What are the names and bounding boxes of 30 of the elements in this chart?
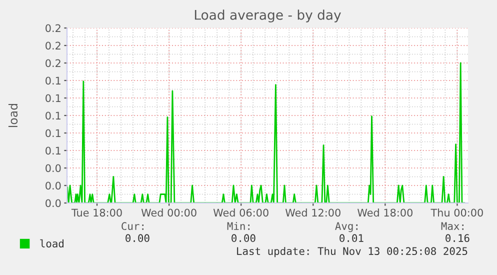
y-tick-label: 0.2 [46,59,60,68]
text: Cur: [122,222,144,230]
y-tick-label: 0.1 [46,146,60,155]
chart-title: Load average - by day [194,10,341,22]
x-tick-label: Thu 00:00 [430,208,483,217]
text: Last update: Thu Nov 13 00:25:08 2025 [237,246,468,258]
text: 0.00 [126,234,150,242]
x-tick-label: Wed 00:00 [141,208,196,217]
text: 0.16 [446,234,470,242]
y-tick-label: 0.1 [46,76,60,85]
y-tick-label: 0.2 [46,24,60,32]
y-tick-label: 0.0 [46,164,61,172]
y-tick-label: 0.1 [46,112,60,120]
text: Min: [227,222,250,230]
x-tick-label: Wed 18:00 [357,208,412,217]
x-tick-label: Tue 18:00 [71,208,122,217]
y-tick-label: 0.2 [46,42,60,50]
line-series [67,62,466,203]
text: Max: [441,222,464,230]
x-tick-label: Wed 12:00 [285,208,340,217]
text: 0.01 [340,234,364,242]
legend-label: load [40,239,64,248]
y-tick-label: 0.0 [46,199,61,208]
y-tick-label: 0.1 [46,94,60,102]
text: Avg: [335,222,358,232]
x-tick-label: Wed 06:00 [213,208,268,217]
text: 0.00 [232,234,256,242]
y-tick-label: 0.0 [46,182,61,190]
y-tick-label: 0.1 [46,129,60,138]
y-axis-title: load [8,104,18,128]
